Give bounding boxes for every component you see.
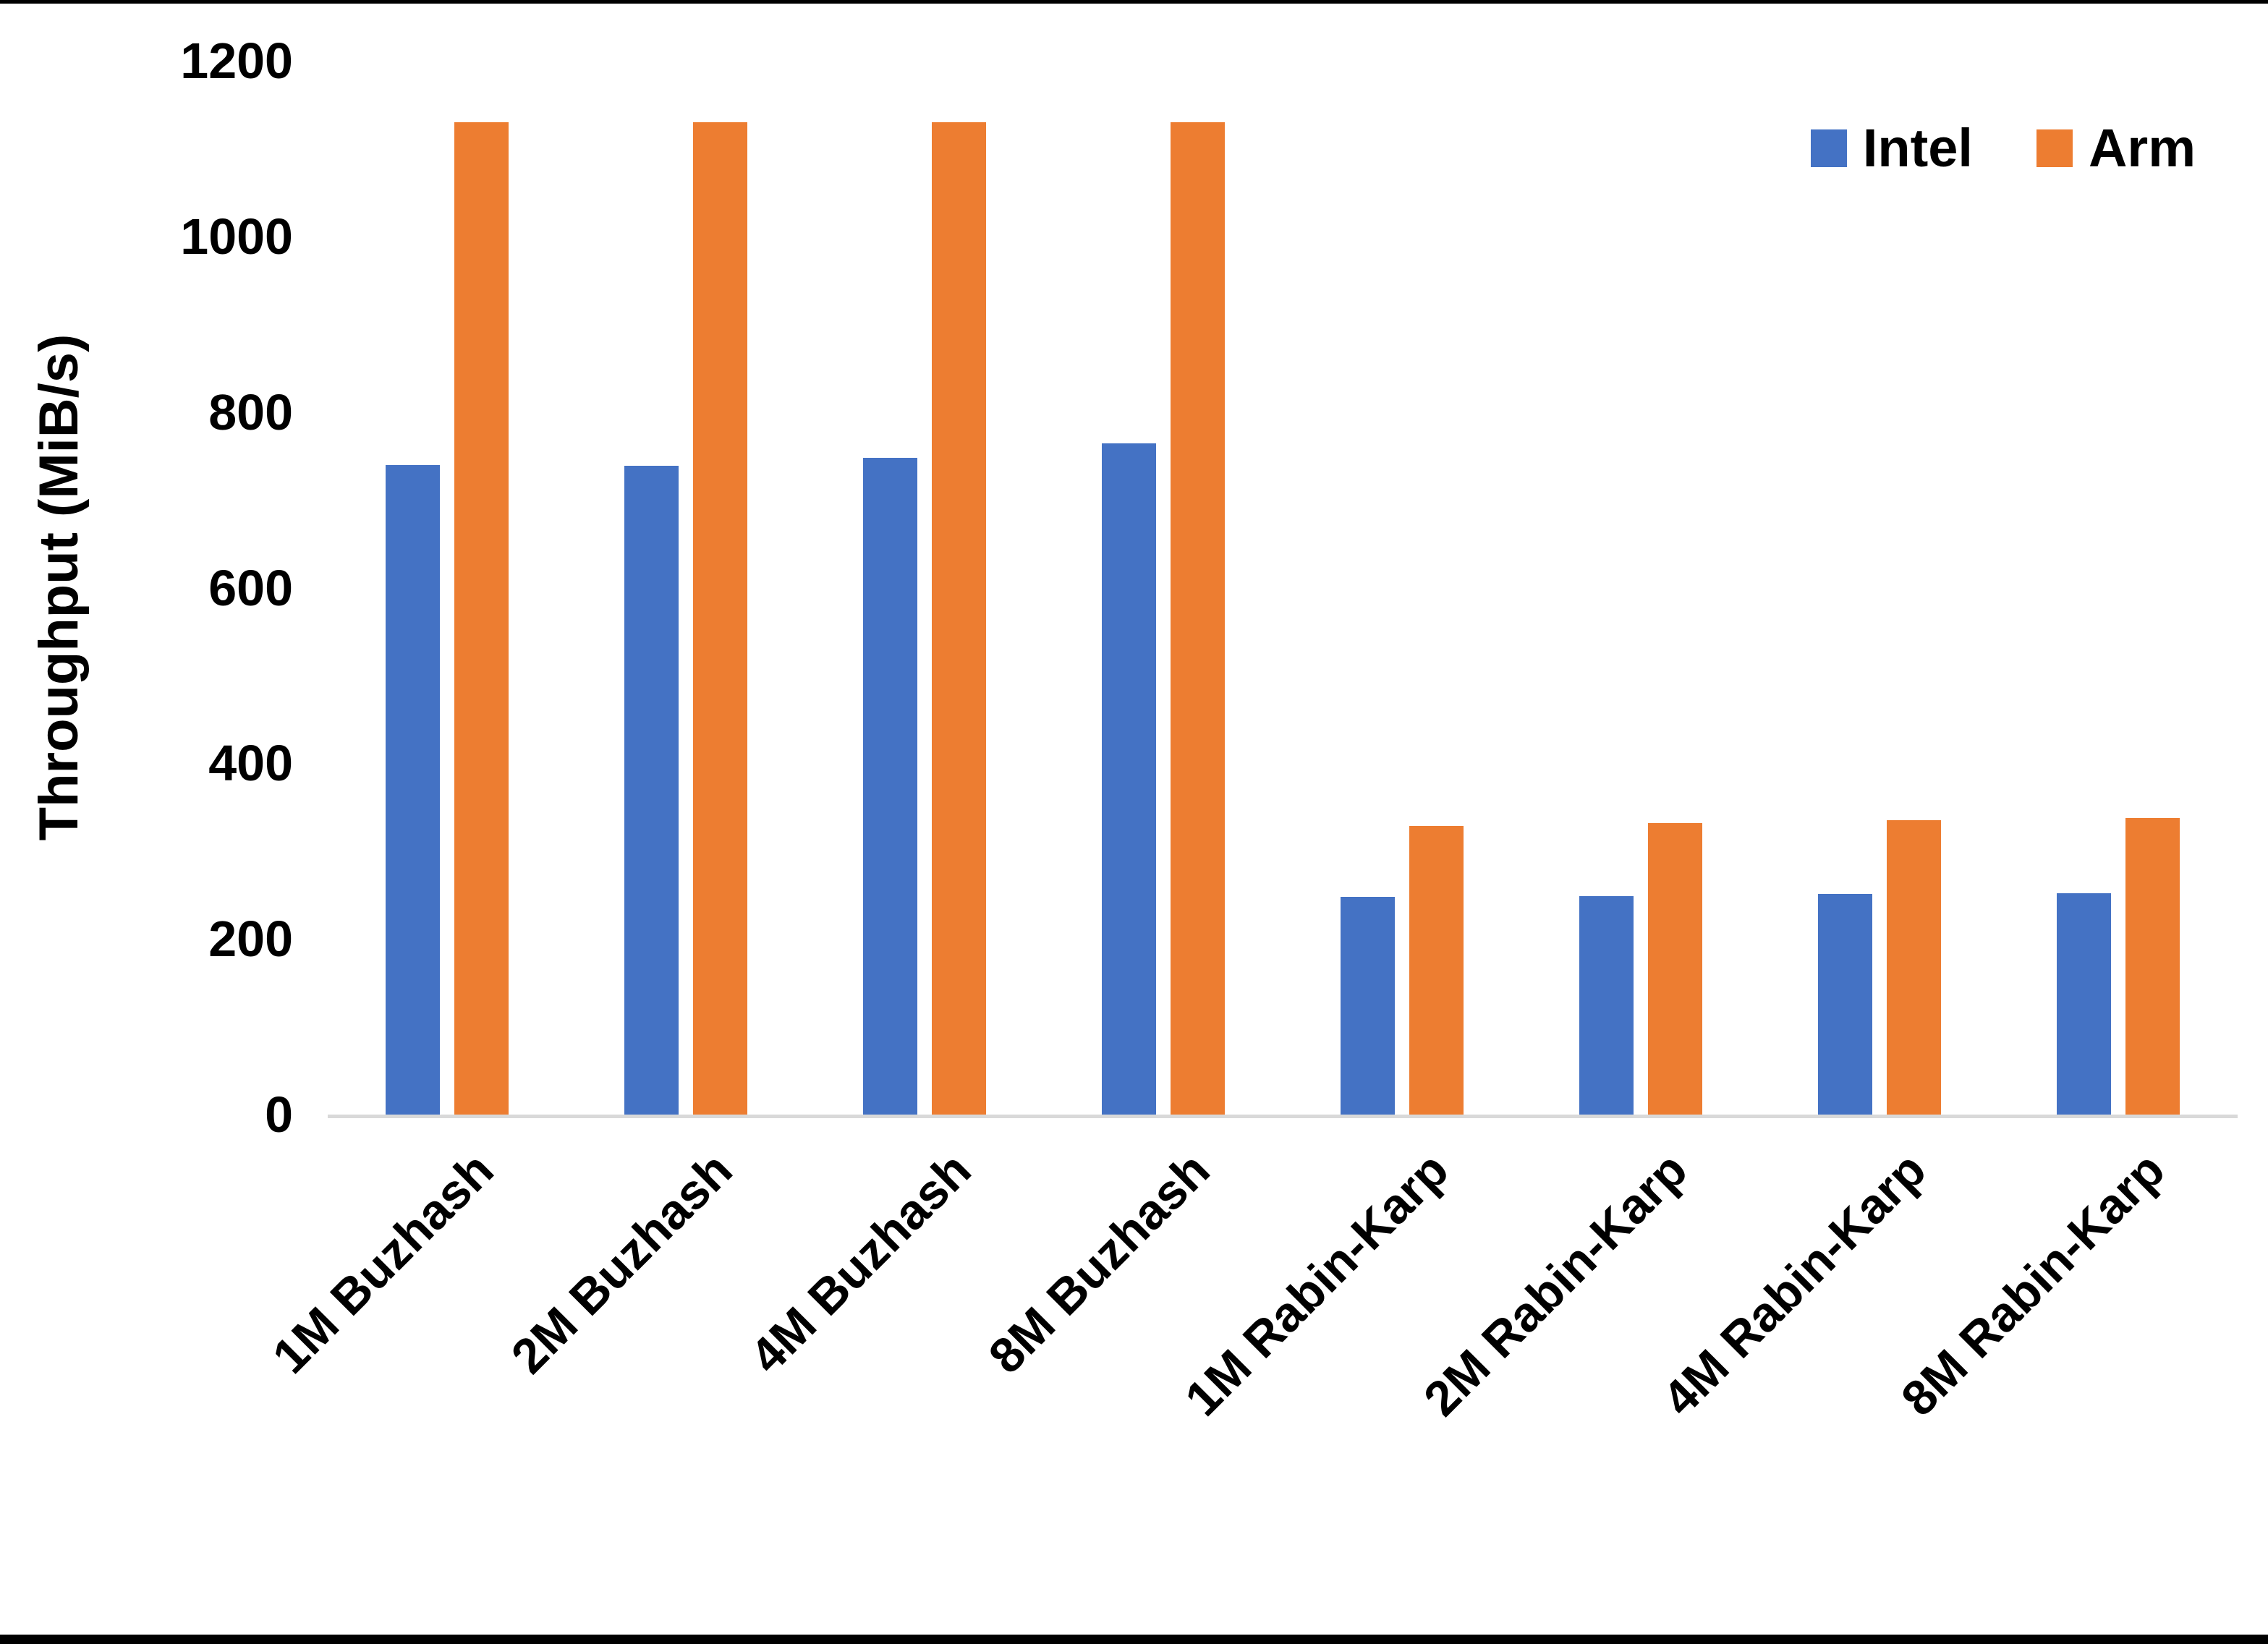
bar-arm-8m-buzhash — [1171, 122, 1225, 1115]
screenshot-bottom-border — [0, 1635, 2268, 1644]
y-tick-label-0: 0 — [265, 1086, 293, 1143]
y-tick-label-600: 600 — [208, 559, 293, 616]
bar-arm-2m-rabin-karp — [1648, 822, 1702, 1115]
x-tick-label-2m-buzhash: 2M Buzhash — [501, 1142, 743, 1384]
legend-label-intel: Intel — [1862, 118, 1973, 178]
x-axis-line — [328, 1115, 2238, 1118]
bar-arm-1m-buzhash — [454, 122, 509, 1115]
x-tick-label-2m-rabin-karp: 2M Rabin-Karp — [1413, 1142, 1698, 1427]
bar-arm-1m-rabin-karp — [1409, 825, 1464, 1115]
y-tick-label-400: 400 — [208, 735, 293, 792]
bar-arm-8m-rabin-karp — [2125, 817, 2180, 1115]
x-tick-label-4m-rabin-karp: 4M Rabin-Karp — [1652, 1142, 1937, 1427]
bar-intel-1m-buzhash — [386, 464, 440, 1115]
bar-arm-4m-buzhash — [932, 122, 986, 1115]
arm-series-swatch-icon — [2036, 129, 2073, 167]
x-tick-label-8m-buzhash: 8M Buzhash — [978, 1142, 1220, 1384]
x-tick-label-4m-buzhash: 4M Buzhash — [739, 1142, 982, 1384]
y-axis-title: Throughput (MiB/s) — [28, 333, 90, 841]
bar-arm-4m-rabin-karp — [1887, 820, 1941, 1115]
bar-intel-4m-buzhash — [863, 457, 917, 1115]
legend-label-arm: Arm — [2088, 118, 2196, 178]
legend: Intel Arm — [1810, 118, 2196, 178]
bar-intel-1m-rabin-karp — [1341, 896, 1395, 1115]
bar-intel-8m-rabin-karp — [2057, 893, 2111, 1115]
legend-item-arm: Arm — [2036, 122, 2196, 175]
bar-arm-2m-buzhash — [693, 122, 747, 1115]
bar-intel-2m-buzhash — [624, 465, 679, 1115]
bar-intel-4m-rabin-karp — [1818, 894, 1872, 1115]
bar-intel-8m-buzhash — [1102, 443, 1156, 1115]
x-tick-label-1m-buzhash: 1M Buzhash — [262, 1142, 504, 1384]
y-tick-label-800: 800 — [208, 383, 293, 440]
x-tick-label-8m-rabin-karp: 8M Rabin-Karp — [1890, 1142, 2175, 1427]
intel-series-swatch-icon — [1810, 129, 1847, 167]
y-tick-label-1000: 1000 — [180, 208, 293, 265]
legend-item-intel: Intel — [1810, 118, 1973, 178]
y-tick-label-200: 200 — [208, 911, 293, 968]
x-tick-label-1m-rabin-karp: 1M Rabin-Karp — [1174, 1142, 1459, 1427]
y-tick-label-1200: 1200 — [180, 33, 293, 89]
bar-intel-2m-rabin-karp — [1579, 895, 1634, 1115]
screenshot-top-border — [0, 0, 2268, 4]
